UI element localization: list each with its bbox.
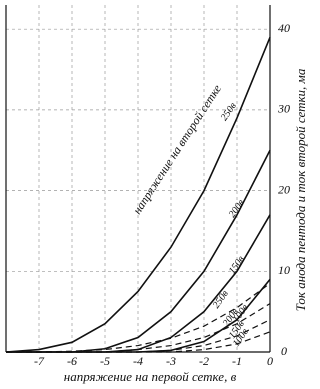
series-label: 250в (211, 288, 231, 311)
x-tick-label: 0 (267, 354, 273, 368)
series-line (5, 36, 271, 353)
y-tick-label: 0 (281, 344, 287, 358)
x-tick-label: -7 (34, 354, 45, 368)
series-label: 150в (227, 254, 247, 277)
x-tick-label: -2 (199, 354, 209, 368)
y-tick-label: 40 (278, 21, 290, 35)
chart: напряжение на первой сетке, в Ток анода … (5, 5, 308, 384)
y-tick-label: 30 (277, 102, 290, 116)
x-tick-label: -5 (100, 354, 110, 368)
x-tick-label: -3 (166, 354, 176, 368)
annotation: напряжение на второй сетке (130, 81, 225, 216)
y-tick-label: 20 (278, 182, 290, 196)
x-tick-label: -4 (133, 354, 143, 368)
y-tick-label: 10 (278, 263, 290, 277)
y-axis-label: Ток анода пентода и ток второй сетки, ма (293, 68, 308, 311)
series-line (6, 331, 271, 353)
x-tick-label: -6 (67, 354, 77, 368)
x-tick-label: -1 (232, 354, 242, 368)
x-axis-label: напряжение на первой сетке, в (64, 369, 237, 384)
